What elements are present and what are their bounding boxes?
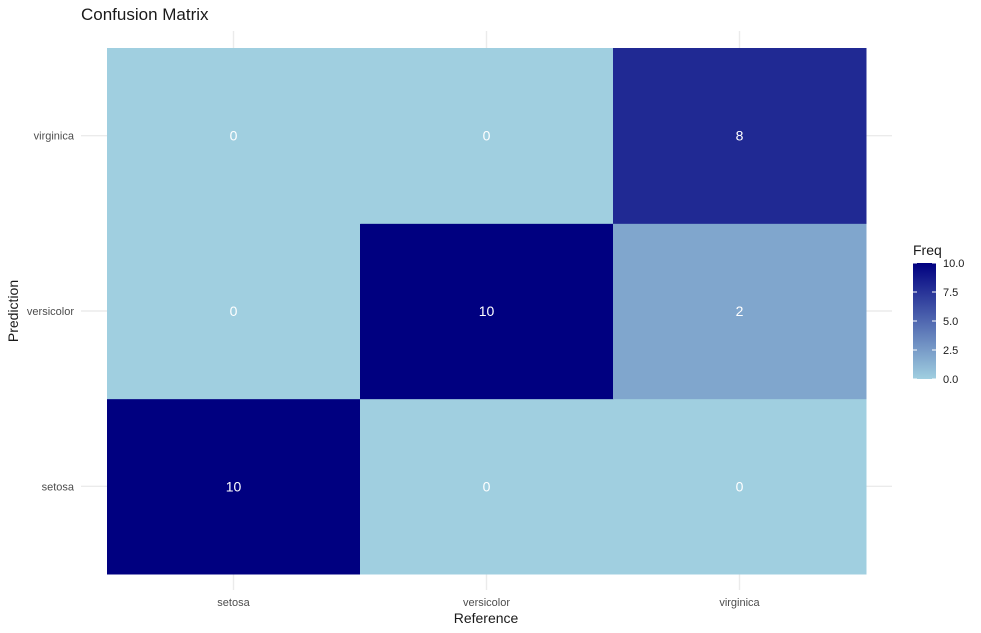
legend-tick-label: 0.0 bbox=[943, 374, 958, 386]
cell-label-setosa-setosa: 10 bbox=[226, 478, 242, 494]
legend-tick-label: 10.0 bbox=[943, 258, 964, 270]
cell-setosa-virginica bbox=[107, 48, 361, 224]
y-tick-label-virginica: virginica bbox=[34, 131, 75, 143]
y-axis-ticks: setosa versicolor virginica bbox=[27, 131, 75, 494]
cell-virginica-virginica bbox=[613, 48, 867, 224]
legend-ticks: 0.0 2.5 5.0 7.5 10.0 bbox=[913, 258, 964, 386]
cell-setosa-versicolor bbox=[107, 223, 361, 400]
y-tick-label-versicolor: versicolor bbox=[27, 306, 74, 318]
legend-colorbar bbox=[913, 263, 936, 379]
cell-virginica-setosa bbox=[613, 398, 867, 575]
cell-labels: 10 0 00 10 20 0 8 bbox=[226, 128, 744, 495]
x-tick-label-setosa: setosa bbox=[217, 597, 250, 609]
x-tick-label-versicolor: versicolor bbox=[463, 597, 510, 609]
cell-label-virginica-virginica: 8 bbox=[736, 128, 744, 144]
cell-versicolor-setosa bbox=[360, 398, 614, 575]
legend: Freq 0.0 2.5 5.0 7.5 10.0 bbox=[913, 242, 964, 386]
cell-label-setosa-versicolor: 0 bbox=[230, 303, 238, 319]
x-tick-label-virginica: virginica bbox=[719, 597, 760, 609]
legend-title: Freq bbox=[913, 242, 942, 258]
y-tick-label-setosa: setosa bbox=[42, 481, 75, 493]
cell-virginica-versicolor bbox=[613, 223, 867, 400]
cell-label-setosa-virginica: 0 bbox=[230, 128, 238, 144]
legend-tick-label: 5.0 bbox=[943, 316, 958, 328]
cell-setosa-setosa bbox=[107, 398, 361, 575]
cell-versicolor-virginica bbox=[360, 48, 614, 224]
cell-versicolor-versicolor bbox=[360, 223, 614, 400]
heatmap-cells bbox=[107, 48, 867, 575]
x-axis-title: Reference bbox=[454, 610, 519, 626]
legend-tick-label: 2.5 bbox=[943, 345, 958, 357]
chart-title: Confusion Matrix bbox=[81, 5, 209, 24]
cell-label-versicolor-virginica: 0 bbox=[483, 128, 491, 144]
cell-label-virginica-setosa: 0 bbox=[736, 478, 744, 494]
legend-tick-label: 7.5 bbox=[943, 287, 958, 299]
cell-label-virginica-versicolor: 2 bbox=[736, 303, 744, 319]
y-axis-title: Prediction bbox=[5, 280, 21, 342]
x-axis-ticks: setosa versicolor virginica bbox=[217, 597, 760, 609]
cell-label-versicolor-versicolor: 10 bbox=[479, 303, 495, 319]
cell-label-versicolor-setosa: 0 bbox=[483, 478, 491, 494]
